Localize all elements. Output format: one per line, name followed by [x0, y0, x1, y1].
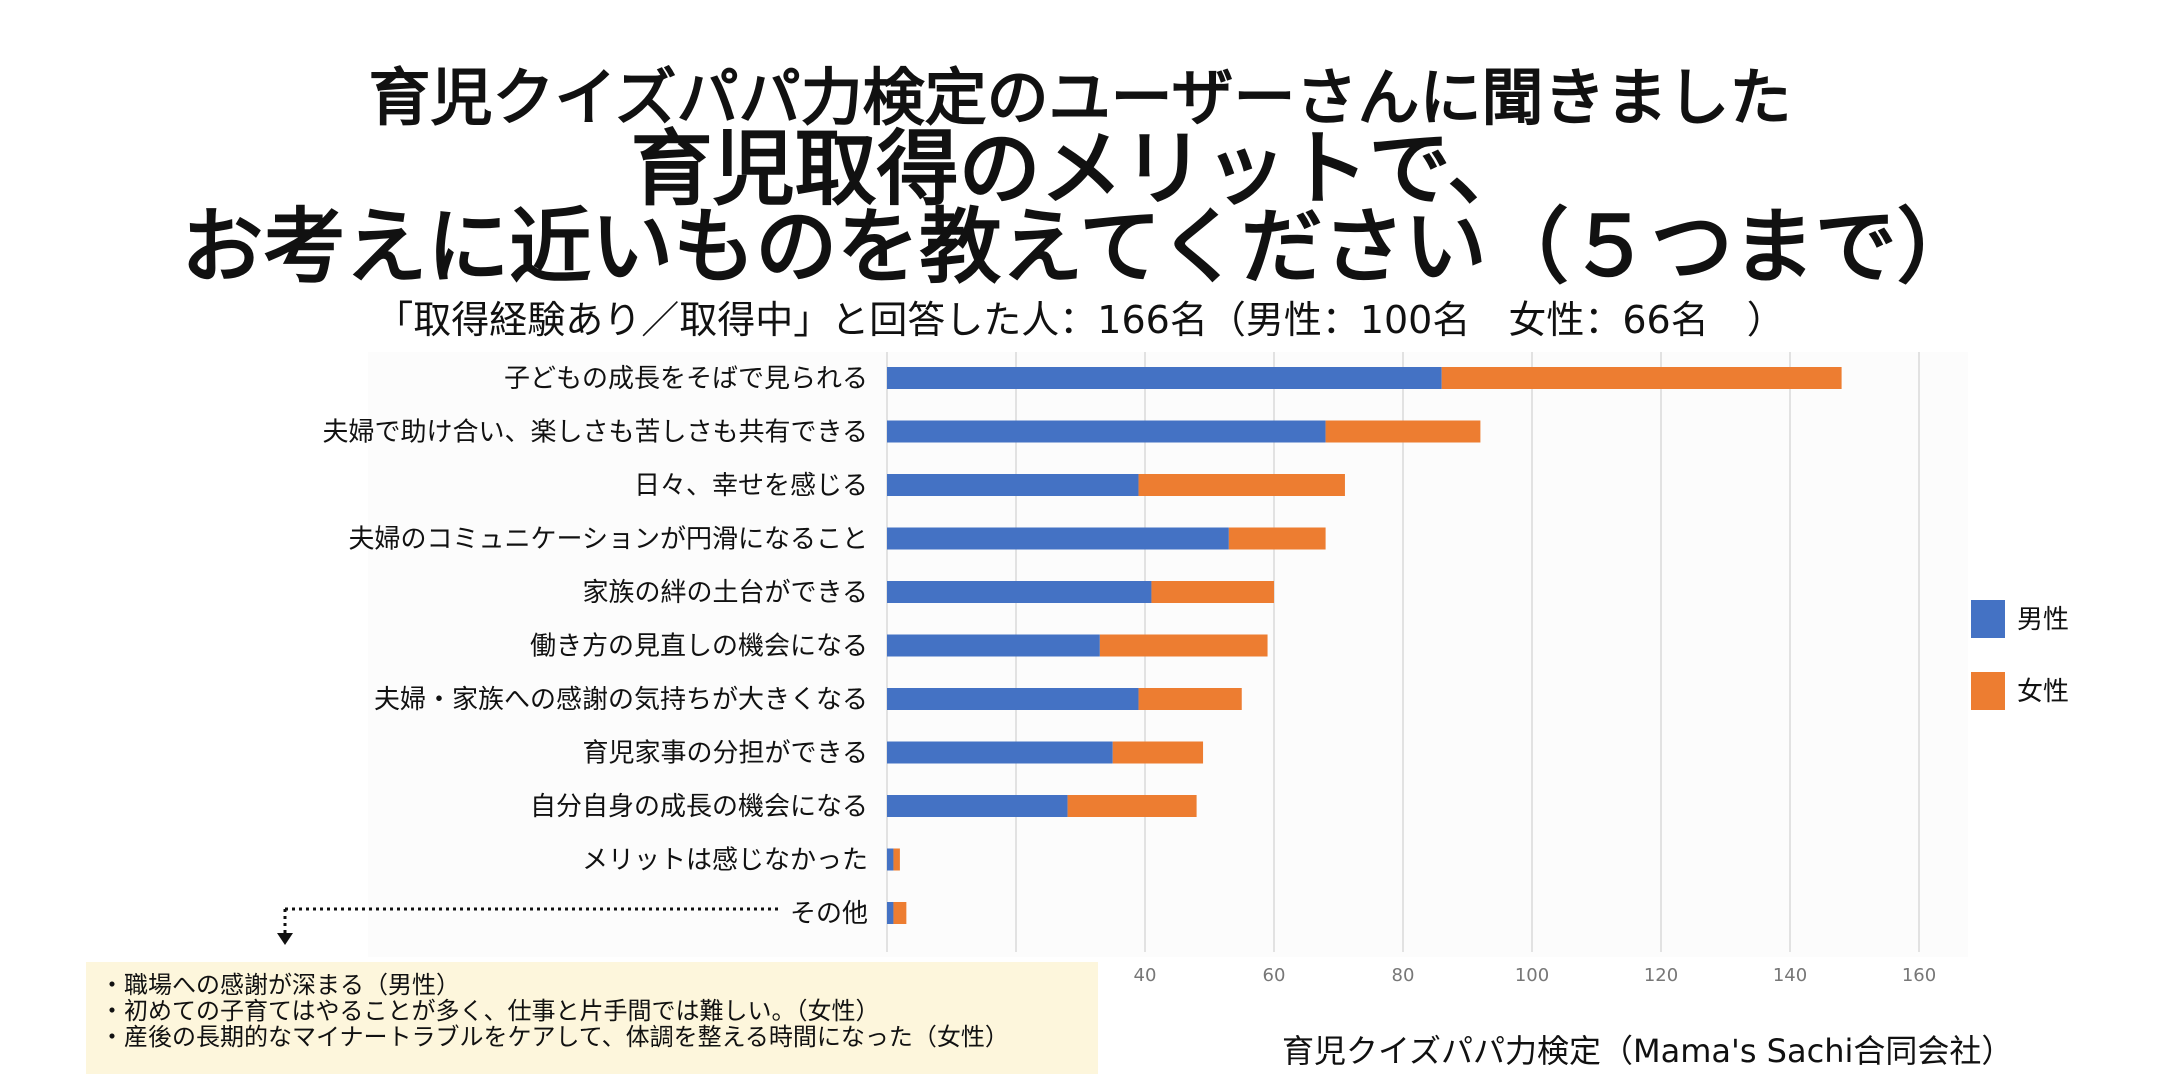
category-label: 家族の絆の土台ができる: [583, 578, 868, 608]
bar-segment-female: [1138, 688, 1242, 710]
category-label: 夫婦・家族への感謝の気持ちが大きくなる: [374, 685, 868, 715]
header-title-line2: 育児取得のメリットで、: [630, 122, 1530, 217]
credit-text: 育児クイズパパ力検定（Mama's Sachi合同会社）: [1282, 1032, 2014, 1070]
bar-segment-female: [1067, 795, 1197, 817]
category-label: 夫婦のコミュニケーションが円滑になること: [349, 525, 868, 555]
x-tick-label: 120: [1644, 965, 1678, 986]
category-label: 子どもの成長をそばで見られる: [504, 364, 868, 394]
bar-segment-male: [887, 848, 894, 871]
category-label: 夫婦で助け合い、楽しさも苦しさも共有できる: [323, 418, 868, 448]
legend-label: 男性: [2017, 605, 2069, 635]
bar-segment-female: [1138, 474, 1345, 496]
legend-label: 女性: [2017, 677, 2069, 707]
category-label: 働き方の見直しの機会になる: [530, 632, 868, 662]
category-label: 日々、幸せを感じる: [634, 471, 868, 501]
bar-segment-male: [887, 420, 1326, 443]
x-tick-label: 60: [1263, 965, 1286, 986]
note-item: ・初めての子育てはやることが多く、仕事と片手間では難しい。（女性）: [100, 997, 880, 1025]
bar-segment-male: [887, 902, 894, 924]
bar-segment-female: [1228, 527, 1326, 550]
bar-segment-female: [893, 848, 900, 871]
x-tick-label: 160: [1902, 965, 1936, 986]
bar-segment-male: [887, 581, 1152, 603]
legend-swatch: [1971, 672, 2005, 710]
bar-segment-male: [887, 741, 1113, 764]
bar-segment-male: [887, 527, 1229, 550]
header-title-line1: 育児クイズパパ力検定のユーザーさんに聞きました: [368, 61, 1792, 134]
bar-segment-female: [893, 902, 907, 924]
bar-segment-female: [1441, 367, 1842, 389]
bar-segment-female: [1112, 741, 1204, 764]
x-tick-label: 40: [1134, 965, 1157, 986]
other-answers-box: ・職場への感謝が深まる（男性） ・初めての子育てはやることが多く、仕事と片手間で…: [86, 962, 1098, 1074]
category-label: 育児家事の分担ができる: [583, 739, 868, 769]
bar-segment-male: [887, 367, 1442, 389]
bar-segment-male: [887, 634, 1100, 657]
category-label: 自分自身の成長の機会になる: [530, 792, 868, 822]
note-item: ・職場への感謝が深まる（男性）: [100, 971, 460, 999]
legend-swatch: [1971, 600, 2005, 638]
x-tick-label: 140: [1773, 965, 1807, 986]
header-title-line3: お考えに近いものを教えてください（５つまで）: [181, 200, 1979, 295]
arrow-down-icon: [277, 933, 293, 945]
bar-segment-male: [887, 795, 1068, 817]
bar-segment-male: [887, 474, 1139, 496]
category-label: その他: [790, 899, 868, 929]
x-tick-label: 100: [1515, 965, 1549, 986]
bar-segment-female: [1151, 581, 1274, 603]
x-tick-label: 80: [1392, 965, 1415, 986]
chart-subtitle: 「取得経験あり／取得中」と回答した人：166名（男性：100名 女性：66名 ）: [375, 298, 1785, 342]
note-item: ・産後の長期的なマイナートラブルをケアして、体調を整える時間になった（女性）: [100, 1023, 1009, 1051]
bar-segment-male: [887, 688, 1139, 710]
bar-segment-female: [1325, 420, 1481, 443]
bar-segment-female: [1099, 634, 1268, 657]
category-label: メリットは感じなかった: [582, 846, 868, 876]
